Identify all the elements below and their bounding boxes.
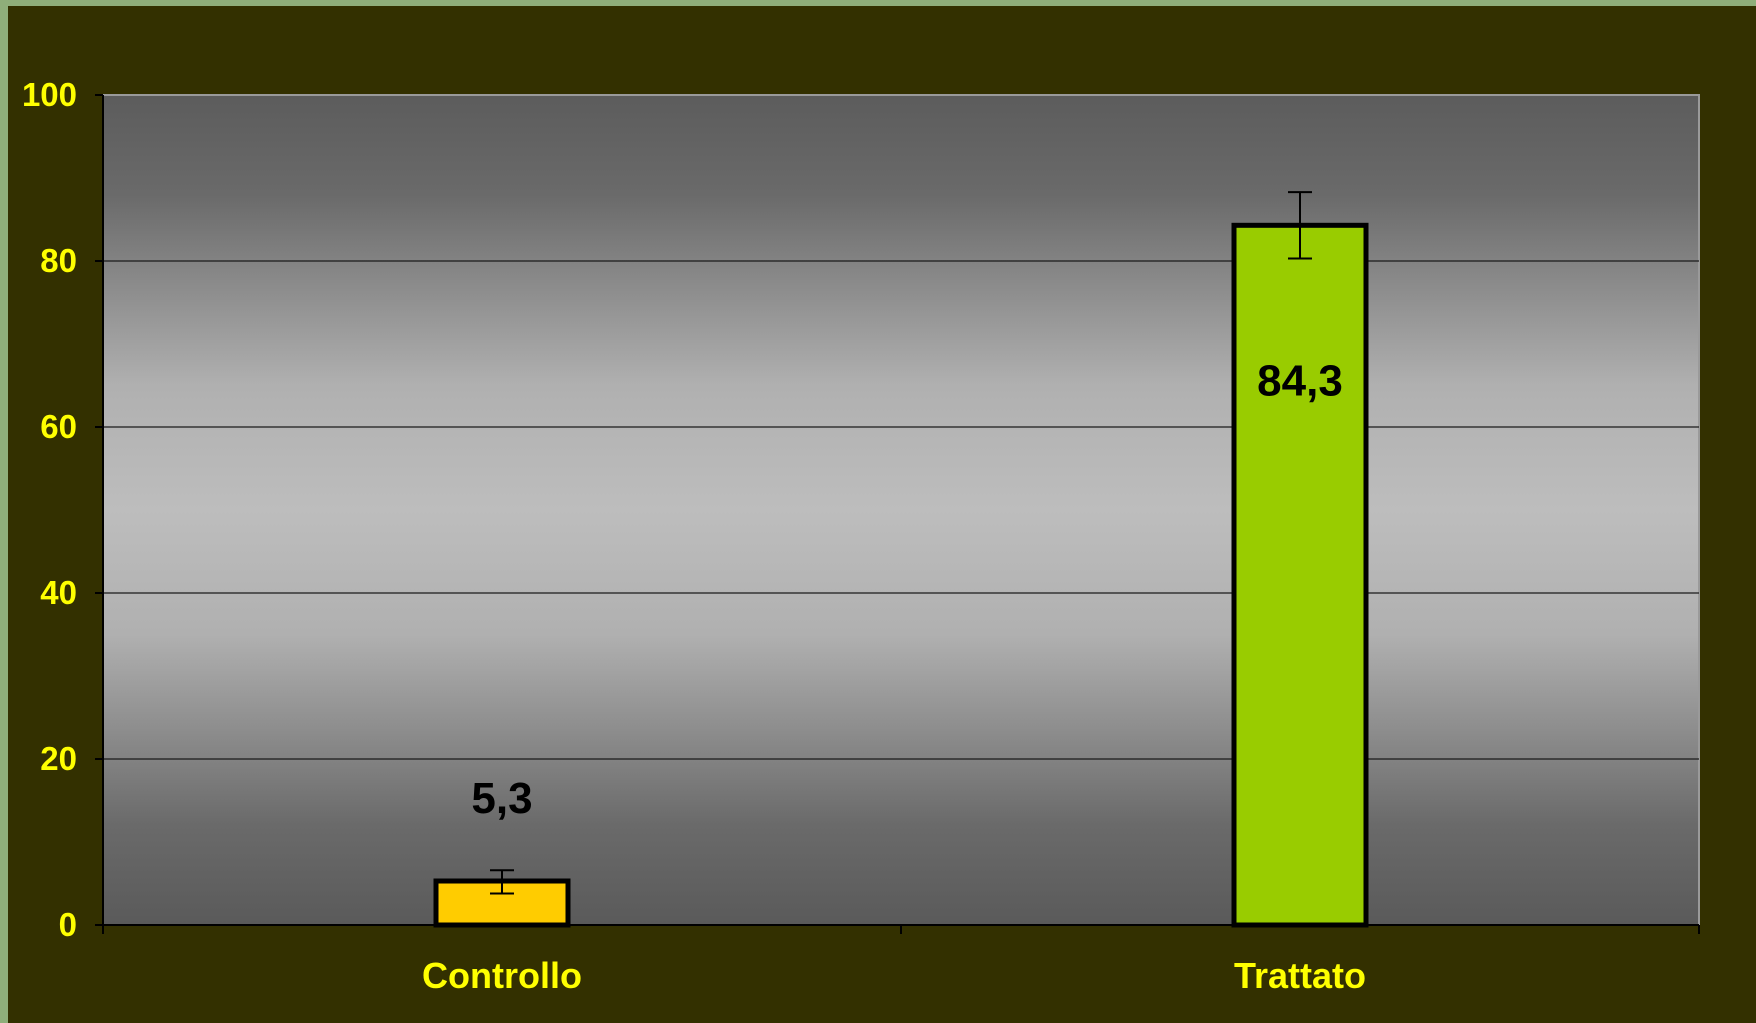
y-tick-label: 80 — [40, 242, 77, 279]
y-tick-label: 0 — [59, 906, 77, 943]
bar-trattato — [1231, 222, 1369, 928]
data-label-controllo: 5,3 — [471, 774, 532, 823]
y-tick-label: 40 — [40, 574, 77, 611]
plot-area — [102, 94, 1700, 926]
y-tick-label: 60 — [40, 408, 77, 445]
x-category-label: Trattato — [1234, 955, 1366, 996]
data-label-trattato: 84,3 — [1257, 356, 1343, 405]
x-category-label: Controllo — [422, 955, 582, 996]
y-tick-label: 20 — [40, 740, 77, 777]
y-tick-label: 100 — [22, 76, 77, 113]
